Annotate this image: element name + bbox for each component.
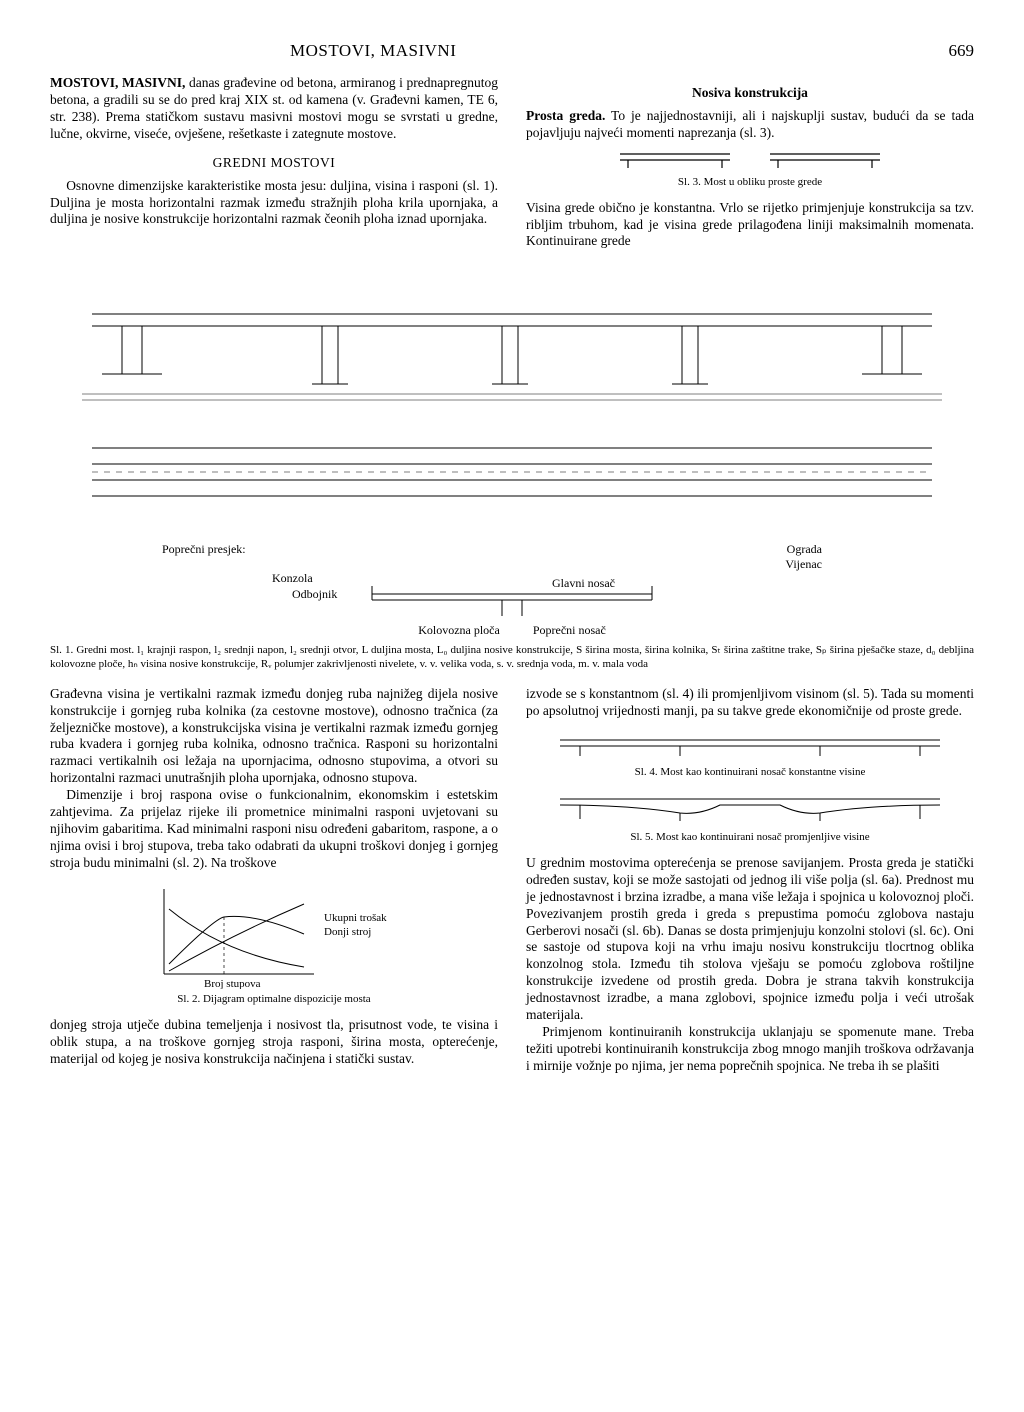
lead-paragraph: MOSTOVI, MASIVNI, danas građevine od bet… (50, 75, 498, 143)
figure-4-svg (550, 728, 950, 762)
figure-1-caption: Sl. 1. Gredni most. l₁ krajnji raspon, l… (50, 644, 974, 672)
figure-3-caption: Sl. 3. Most u obliku proste grede (526, 176, 974, 190)
label-ograda: Ograda (512, 542, 822, 557)
figure-4-caption: Sl. 4. Most kao kontinuirani nosač konst… (526, 766, 974, 780)
right-subhead-text: Nosiva konstrukcija (692, 85, 808, 100)
figure-1 (50, 274, 974, 524)
cross-section-svg (332, 576, 692, 622)
figure-5-caption: Sl. 5. Most kao kontinuirani nosač promj… (526, 831, 974, 845)
lead-bold: MOSTOVI, MASIVNI, (50, 75, 185, 90)
chart-x-label: Broj stupova (204, 978, 261, 989)
top-left-column: MOSTOVI, MASIVNI, danas građevine od bet… (50, 75, 498, 250)
figure-5 (526, 789, 974, 827)
figure-4 (526, 728, 974, 762)
br-p2: U grednim mostovima opterećenja se preno… (526, 855, 974, 1024)
br-p1: izvode se s konstantnom (sl. 4) ili prom… (526, 686, 974, 720)
top-right-column: Nosiva konstrukcija Prosta greda. To je … (526, 75, 974, 250)
cross-bottom-labels: Kolovozna ploča Poprečni nosač (50, 623, 974, 638)
page-header: MOSTOVI, MASIVNI 669 (50, 40, 974, 61)
figure-3 (526, 144, 974, 172)
left-p1: Osnovne dimenzijske karakteristike mosta… (50, 178, 498, 229)
header-title: MOSTOVI, MASIVNI (290, 40, 456, 61)
label-poprecni: Poprečni nosač (533, 623, 606, 637)
br-p3: Primjenom kontinuiranih konstrukcija ukl… (526, 1024, 974, 1075)
page-number: 669 (949, 40, 975, 61)
bl-p2: Dimenzije i broj raspona ovise o funkcio… (50, 787, 498, 871)
cross-title: Poprečni presjek: (162, 542, 512, 557)
chart-label-2: Donji stroj (324, 926, 371, 938)
figure-2: Ukupni trošak Donji stroj Broj stupova (50, 879, 498, 989)
bottom-left-column: Građevna visina je vertikalni razmak izm… (50, 686, 498, 1075)
figure-1-svg (62, 274, 962, 524)
bottom-columns: Građevna visina je vertikalni razmak izm… (50, 686, 974, 1075)
right-p1: Prosta greda. To je najjednostavniji, al… (526, 108, 974, 142)
right-p1-bold: Prosta greda. (526, 108, 605, 123)
top-columns: MOSTOVI, MASIVNI, danas građevine od bet… (50, 75, 974, 250)
label-vijenac: Vijenac (512, 557, 822, 572)
figure-5-svg (550, 789, 950, 827)
bl-p1: Građevna visina je vertikalni razmak izm… (50, 686, 498, 787)
label-kolovozna: Kolovozna ploča (418, 623, 500, 637)
chart-label-1: Ukupni trošak (324, 912, 387, 924)
right-subhead: Nosiva konstrukcija (526, 85, 974, 102)
section-heading: GREDNI MOSTOVI (50, 155, 498, 172)
figure-2-caption: Sl. 2. Dijagram optimalne dispozicije mo… (50, 993, 498, 1007)
figure-2-svg: Ukupni trošak Donji stroj Broj stupova (124, 879, 424, 989)
right-p2: Visina grede obično je konstantna. Vrlo … (526, 200, 974, 251)
bl-p3: donjeg stroja utječe dubina temeljenja i… (50, 1017, 498, 1068)
figure-3-svg (610, 144, 890, 172)
bottom-right-column: izvode se s konstantnom (sl. 4) ili prom… (526, 686, 974, 1075)
